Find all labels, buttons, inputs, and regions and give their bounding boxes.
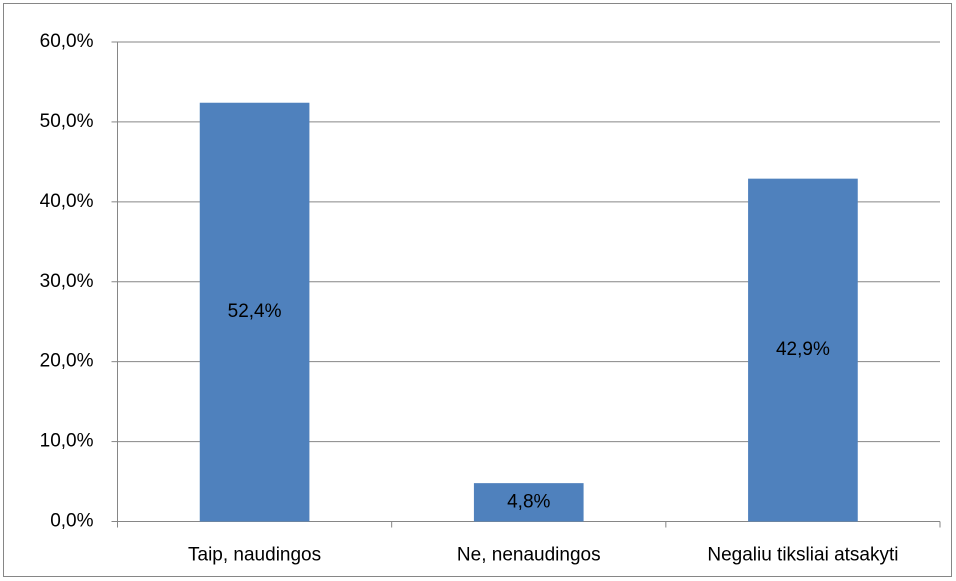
y-tick-label: 20,0% [40, 351, 94, 372]
data-label: 52,4% [228, 301, 282, 322]
bar [473, 483, 584, 522]
y-tick-label: 0,0% [50, 511, 93, 532]
y-tick-label: 30,0% [40, 271, 94, 292]
bar [199, 102, 310, 522]
bar [748, 178, 858, 522]
y-tick-label: 10,0% [40, 431, 94, 452]
y-tick-label: 50,0% [40, 111, 94, 132]
y-tick-label: 40,0% [40, 191, 94, 212]
x-tick-label: Ne, nenaudingos [457, 545, 601, 566]
data-label: 42,9% [776, 339, 830, 360]
x-tick-label: Negaliu tiksliai atsakyti [707, 545, 898, 566]
data-label: 4,8% [507, 491, 550, 512]
y-tick-label: 60,0% [40, 31, 94, 52]
x-tick-label: Taip, naudingos [188, 545, 321, 566]
